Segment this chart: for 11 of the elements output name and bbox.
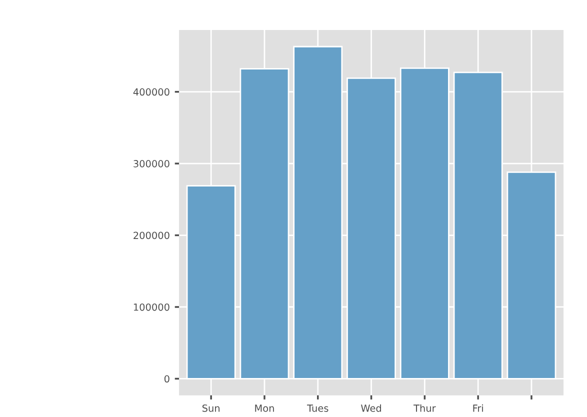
y-tick-label: 200000: [134, 232, 170, 240]
y-tick-label: 0: [164, 375, 170, 383]
x-tick-label: Thur: [414, 404, 436, 412]
x-tick-label: Tues: [307, 404, 328, 412]
x-tick-label: Wed: [361, 404, 381, 412]
x-tick-label: Fri: [473, 404, 483, 412]
y-tick-label: 100000: [134, 303, 170, 311]
y-tick-label: 300000: [134, 160, 170, 168]
y-tick-label: 400000: [133, 88, 170, 96]
x-tick-label: Mon: [255, 404, 274, 412]
x-tick-label: Sun: [202, 404, 220, 412]
